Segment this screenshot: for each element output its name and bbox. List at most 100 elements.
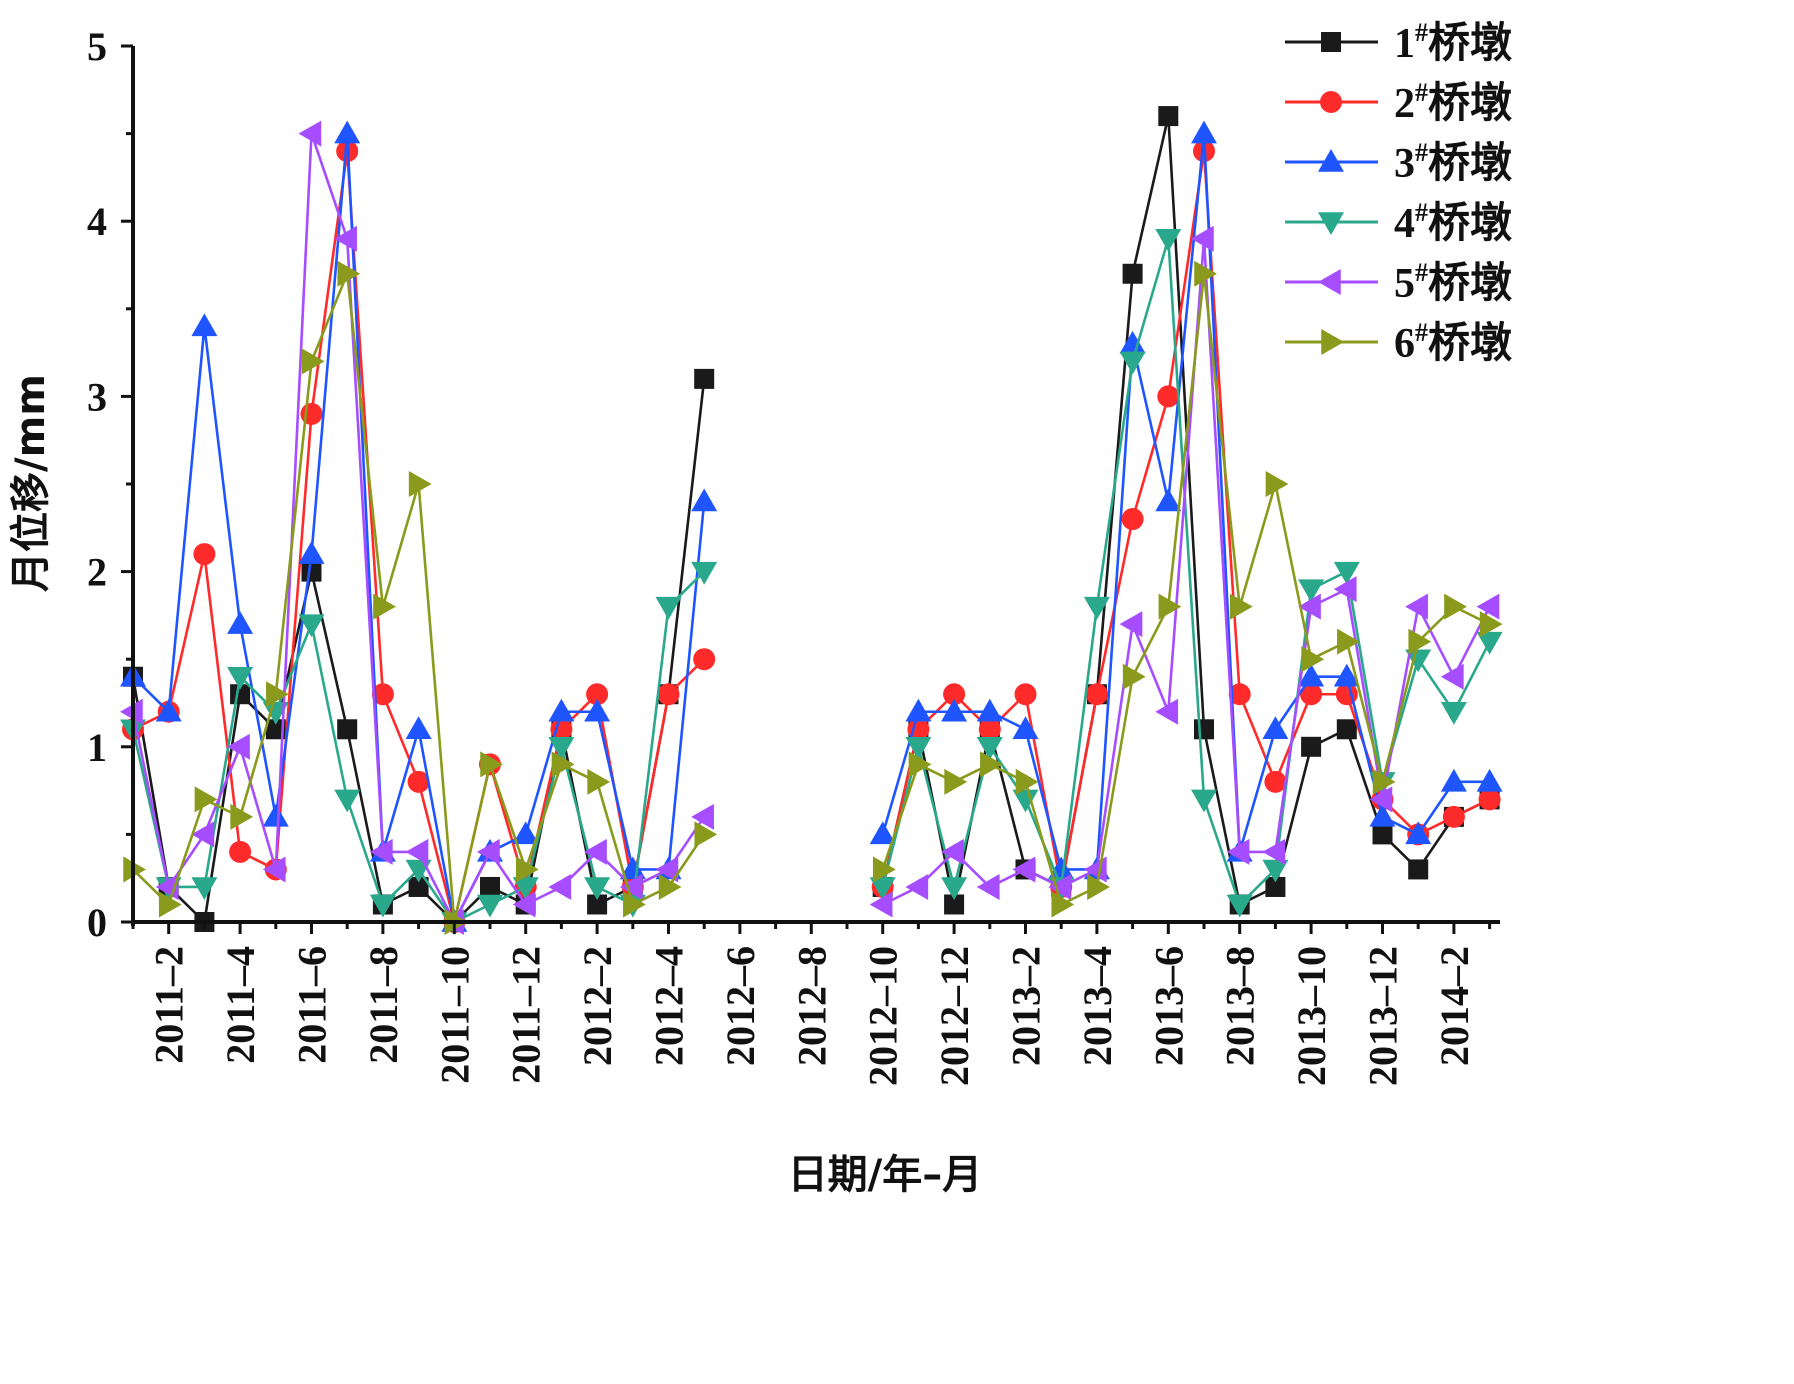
series-6-point [480,751,503,778]
series-6-point [1444,593,1467,620]
series-4-point [262,702,289,725]
legend-marker [1318,269,1341,295]
series-6-point [1301,646,1325,673]
series-5-point [405,838,429,865]
series-6-point [230,803,254,830]
series-6-point [266,681,289,708]
series-1-point [1336,719,1357,740]
series-3-point [1369,803,1396,827]
series-5-point [334,225,357,252]
series-4-point [1119,351,1146,375]
series-4-point [905,737,932,760]
series-5 [120,120,1500,935]
x-tick-label: 2013–2 [1004,946,1049,1066]
series-6-point [1408,628,1432,655]
series-5-point [1440,663,1464,690]
series-5-point [369,838,393,865]
legend-item-4: 4#桥墩 [1285,198,1512,247]
series-6-point [1194,260,1217,287]
series-3-point [584,698,611,722]
legend-label: 6#桥墩 [1394,318,1512,367]
series-1-point [694,368,715,389]
series-2-point [193,543,216,566]
series-5-point [262,856,286,883]
series-4-point [1333,561,1360,585]
series-3-point [405,716,432,740]
series-6-point [623,891,646,918]
axes-layer: 0 1 2 3 4 5 2011–2 2011–4 2011–6 2011–8 2011–10 201… [87,24,1500,1086]
series-4-point [369,894,396,918]
series-5-point [941,838,964,865]
series-4-point [1298,579,1325,603]
series-6-point [158,891,182,918]
series-3-point [512,821,539,845]
x-tick-label: 2012–12 [932,946,977,1086]
y-tick-label: 5 [87,24,107,69]
y-tick-label: 4 [87,199,107,244]
series-3-point [1405,821,1432,845]
x-tick-label: 2012–6 [718,946,763,1066]
series-6-point [1122,663,1146,690]
series-5-point [1298,593,1321,620]
series-5-point [1476,593,1500,620]
x-tick-label: 2013–8 [1218,946,1263,1066]
series-1-point [1194,719,1214,740]
series-4-point [227,666,254,690]
series-4-point [477,894,503,918]
series-1-point [337,719,358,740]
series-4-point [1191,789,1217,813]
series-6-point [1229,593,1253,620]
series-1-point [1265,876,1286,897]
x-axis-label: 日期/年–月 [788,1152,983,1198]
series-3-point [548,698,575,722]
series-2-point [407,770,430,793]
series-6-point [1051,891,1075,918]
y-tick-label: 3 [87,374,107,419]
series-3-point [1333,663,1360,687]
x-tick-label: 2011–6 [290,946,335,1064]
series-6-point [1087,873,1110,900]
series-6-point [587,768,611,795]
series-4-point [298,614,325,638]
series-2-point [1478,788,1501,811]
legend-marker [1318,212,1344,235]
series-3-point [155,698,182,722]
series-3-point [619,856,646,880]
series-4-point [334,789,361,813]
series-2-point [1300,683,1323,706]
series-4-point [869,877,896,900]
series-5-point [1333,576,1357,603]
series-2-point [1228,683,1251,706]
series-1-point [1408,859,1429,880]
series-5-point [1226,838,1250,865]
series-2-point [693,648,716,671]
series-2-point [1264,770,1287,793]
series-4-point [584,877,611,900]
x-tick-label: 2014–2 [1432,946,1477,1066]
series-2-point [1121,508,1144,531]
y-tick-label: 0 [87,900,107,945]
series-6-point [980,751,1003,778]
legend-item-1: 1#桥墩 [1285,18,1512,67]
legend-label: 2#桥墩 [1394,78,1512,127]
series-3-point [1440,768,1467,792]
series-1-point [1158,106,1179,127]
series-3-point [1298,663,1325,687]
series-1-point [1372,824,1393,845]
series-6-point [337,260,361,287]
series-2-point [657,683,680,706]
series-1-point [587,894,608,915]
series-5-point [477,838,500,865]
series-3-point [191,313,218,337]
legend-marker [1321,329,1344,355]
series-6-point [872,856,896,883]
x-tick-label: 2013–4 [1075,946,1120,1066]
legend-label: 5#桥墩 [1394,258,1512,307]
series-5-line [882,237,1491,906]
series-6-point [301,348,325,375]
series-4-point [1226,894,1253,918]
series-3-point [262,803,289,827]
series-3-point [905,698,932,722]
x-tick-label: 2011–10 [432,946,477,1084]
series-4-point [941,877,968,900]
